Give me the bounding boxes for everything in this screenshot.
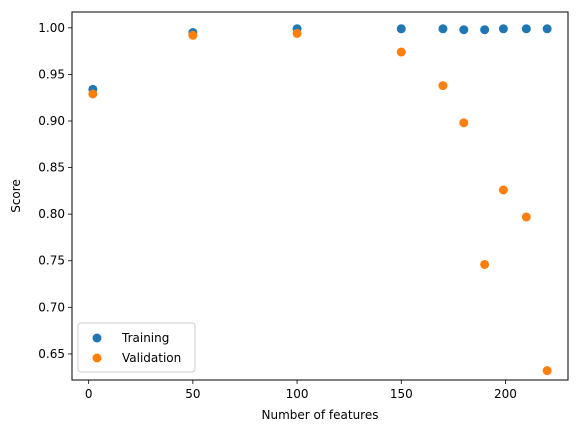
training-point [542,24,552,34]
legend-marker-validation [92,353,102,363]
validation-point [292,28,302,38]
legend-box [77,322,196,373]
validation-point [480,259,490,269]
validation-point [521,212,531,222]
y-tick-label: 0.90 [38,114,65,128]
x-tick-label: 50 [185,387,200,401]
legend-label-validation: Validation [122,351,181,365]
validation-point [498,185,508,195]
x-tick-label: 200 [494,387,517,401]
training-point [480,25,490,35]
x-tick-label: 150 [390,387,413,401]
training-point [521,24,531,34]
y-tick-label: 1.00 [38,21,65,35]
y-axis-ticks: 0.65 0.70 0.75 0.80 0.85 0.90 0.95 1.00 [38,21,72,361]
validation-point [88,89,98,99]
training-point [396,24,406,34]
legend-label-training: Training [121,331,169,345]
x-axis-ticks: 0 50 100 150 200 [85,380,517,401]
x-tick-label: 0 [85,387,93,401]
legend: Training Validation [77,322,196,373]
y-tick-label: 0.95 [38,67,65,81]
data-points [88,24,552,376]
y-tick-label: 0.70 [38,300,65,314]
validation-point [396,47,406,57]
validation-point [542,366,552,376]
x-axis-label: Number of features [262,408,379,422]
training-point [498,24,508,34]
training-point [438,24,448,34]
y-tick-label: 0.85 [38,161,65,175]
y-tick-label: 0.80 [38,207,65,221]
validation-point [438,81,448,91]
y-tick-label: 0.65 [38,347,65,361]
x-tick-label: 100 [286,387,309,401]
legend-marker-training [92,333,102,343]
plot-area [71,11,569,381]
validation-point [459,118,469,128]
y-axis-label: Score [9,179,23,213]
y-tick-label: 0.75 [38,254,65,268]
training-point [459,25,469,35]
validation-point [188,30,198,40]
